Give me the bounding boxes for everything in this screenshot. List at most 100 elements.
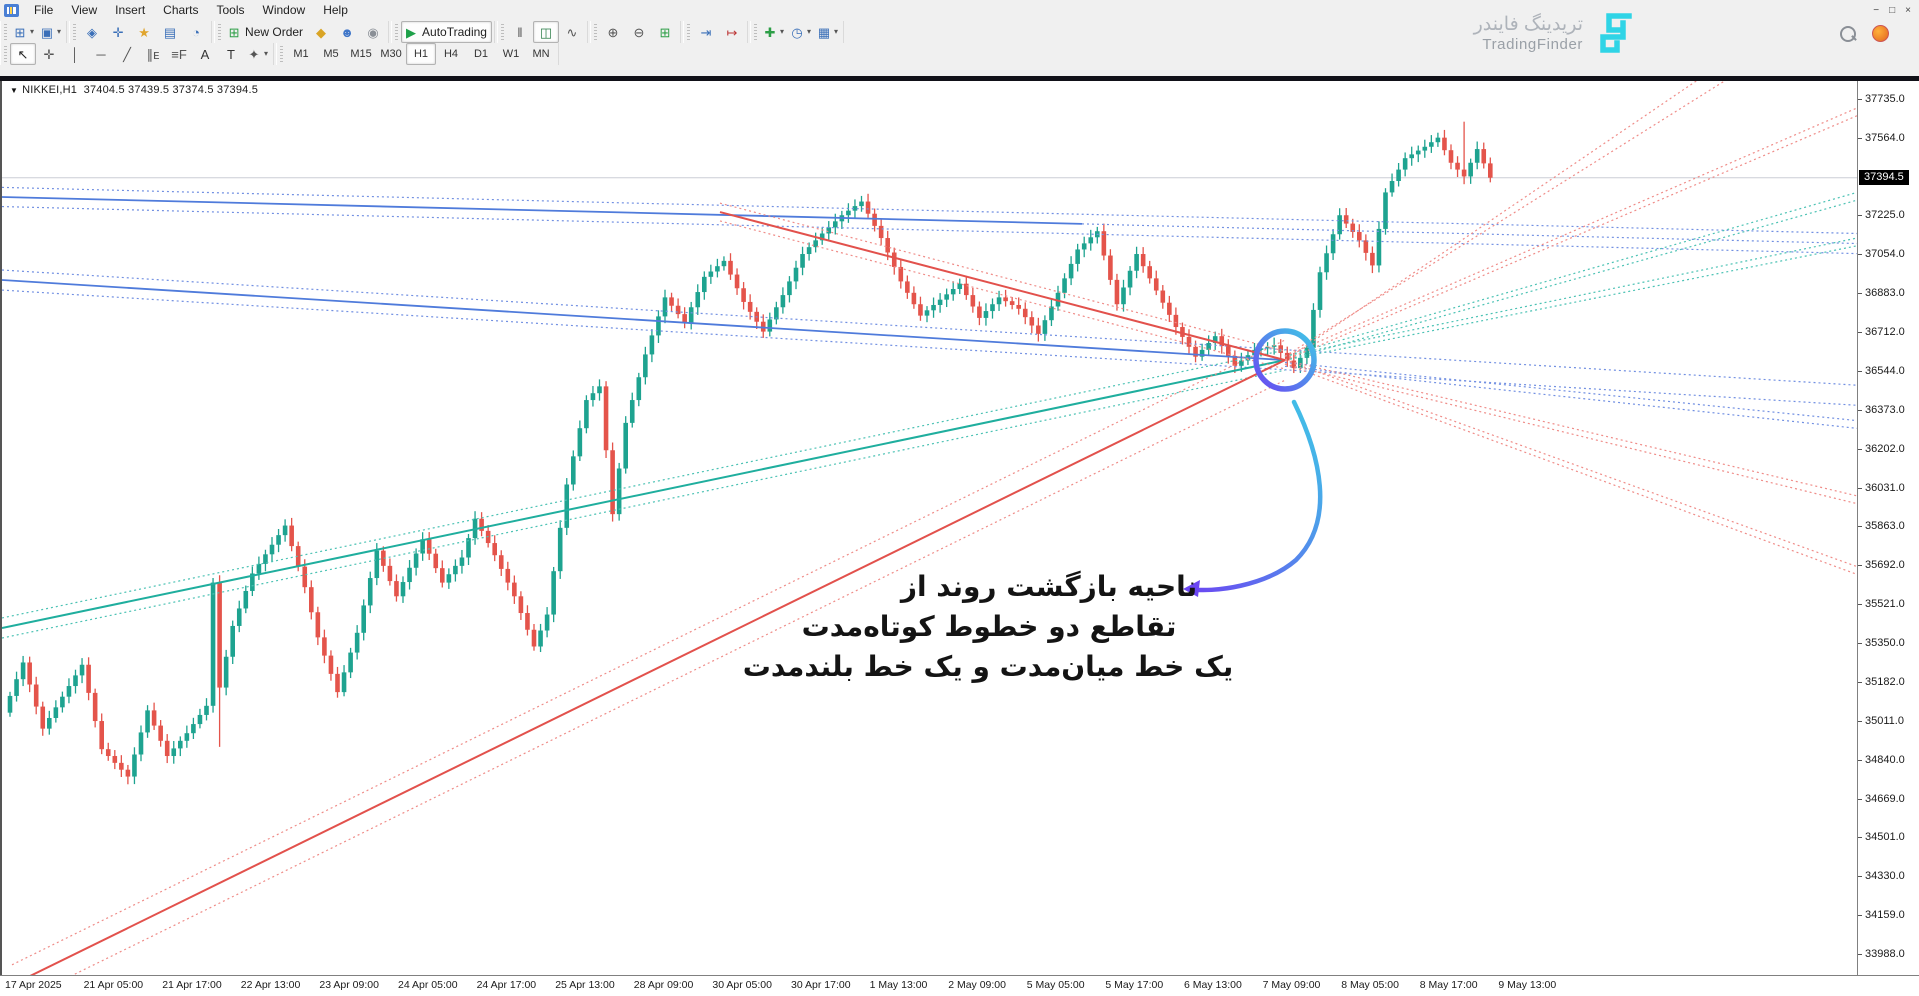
price-tick: 34330.0: [1858, 869, 1905, 882]
timeframe-h1[interactable]: H1: [406, 43, 437, 65]
shapes-tool-icon[interactable]: ✦ ▾: [244, 43, 271, 65]
search-icon[interactable]: [1840, 25, 1856, 42]
time-tick: 28 Apr 09:00: [633, 979, 694, 991]
time-tick: 8 May 17:00: [1419, 979, 1478, 991]
candlestick-chart-icon: ◫: [539, 24, 553, 40]
new-chart-icon-dropdown-icon[interactable]: ▾: [30, 27, 35, 36]
menu-file[interactable]: File: [34, 3, 54, 17]
menu-charts[interactable]: Charts: [163, 3, 199, 17]
market-watch-icon[interactable]: ◈: [79, 21, 105, 43]
timeframe-m1[interactable]: M1: [293, 47, 309, 60]
zoom-out-icon[interactable]: ⊖: [626, 21, 652, 43]
time-tick: 5 May 05:00: [1026, 979, 1085, 991]
community-avatar-icon[interactable]: [1872, 25, 1889, 42]
periods-icon-dropdown-icon[interactable]: ▾: [807, 27, 812, 36]
templates-icon[interactable]: ▦ ▾: [814, 21, 841, 43]
zoom-in-icon[interactable]: ⊕: [600, 21, 626, 43]
periods-icon[interactable]: ◷ ▾: [787, 21, 814, 43]
toolbar-group: ◈ ✛ ★ ▤ ◔: [69, 21, 213, 43]
timeframe-m5[interactable]: M5: [323, 47, 339, 60]
templates-icon-dropdown-icon[interactable]: ▾: [834, 27, 839, 36]
navigator-icon[interactable]: ★: [131, 21, 157, 43]
cursor-tool-icon[interactable]: ↖: [10, 43, 36, 65]
price-tick: 37735.0: [1858, 93, 1905, 105]
text-tool-icon: A: [200, 46, 210, 62]
vertical-line-tool-icon[interactable]: │: [62, 43, 88, 65]
chart-area[interactable]: ▼ NIKKEI,H1 37404.5 37439.5 37374.5 37394…: [0, 81, 1919, 975]
line-chart-icon[interactable]: ∿: [559, 21, 585, 43]
timeframe-m15[interactable]: M15: [350, 47, 372, 60]
toolbar-standard: ⊞ ▾ ▣ ▾ ◈ ✛ ★ ▤ ◔ ⊞ New Order ◆ ☻ ◉ ▶ AutoTrading ‖ ◫ ∿ ⊕ ⊖ ⊞…: [0, 21, 1919, 43]
price-tick: 36712.0: [1858, 326, 1905, 339]
tile-windows-icon: ⊞: [659, 24, 671, 40]
community-icon[interactable]: ☻: [334, 21, 360, 43]
new-order-button[interactable]: ⊞ New Order: [224, 21, 308, 43]
crosshair-tool-icon[interactable]: ✛: [36, 43, 62, 65]
bar-chart-icon[interactable]: ‖: [507, 21, 533, 43]
menu-help[interactable]: Help: [323, 3, 348, 17]
annotation-line-2: تقاطع دو خطوط کوتاه‌مدت: [801, 610, 1177, 643]
shapes-tool-icon: ✦: [248, 46, 260, 62]
channel-tool-icon: ∥ᴇ: [146, 46, 160, 62]
toolbar-group: ⊞ New Order ◆ ☻ ◉: [214, 21, 390, 43]
annotation-line-3: یک خط میان‌مدت و یک خط بلندمدت: [742, 650, 1234, 683]
price-axis[interactable]: 37735.0 37564.0 37225.0 37054.0 36883.0 36712…: [1857, 81, 1919, 975]
channel-tool-icon[interactable]: ∥ᴇ: [140, 43, 166, 65]
market-watch-icon: ◈: [87, 24, 98, 40]
timeframe-h4[interactable]: H4: [443, 47, 459, 60]
profiles-icon-dropdown-icon[interactable]: ▾: [57, 27, 62, 36]
chart-shift-icon[interactable]: ↦: [719, 21, 745, 43]
horizontal-line-tool-icon[interactable]: ─: [88, 43, 114, 65]
indicators-icon-dropdown-icon[interactable]: ▾: [779, 27, 784, 36]
fibonacci-tool-icon[interactable]: ≡F: [166, 43, 192, 65]
tile-windows-icon[interactable]: ⊞: [652, 21, 678, 43]
new-chart-icon[interactable]: ⊞ ▾: [10, 21, 37, 43]
toolbar-area: ⊞ ▾ ▣ ▾ ◈ ✛ ★ ▤ ◔ ⊞ New Order ◆ ☻ ◉ ▶ AutoTrading ‖ ◫ ∿ ⊕ ⊖ ⊞…: [0, 20, 1919, 77]
label-tool-icon[interactable]: T: [218, 43, 244, 65]
drawing-tools-group: ↖ ✛ │ ─ ╱ ∥ᴇ ≡F A T ✦ ▾: [0, 43, 275, 65]
menu-tools[interactable]: Tools: [216, 3, 245, 17]
horizontal-line-tool-icon: ─: [96, 46, 106, 62]
shapes-tool-icon-dropdown-icon[interactable]: ▾: [264, 49, 269, 58]
minimize-button[interactable]: −: [1873, 4, 1880, 16]
trendline-tool-icon[interactable]: ╱: [114, 43, 140, 65]
timeframe-m30[interactable]: M30: [380, 47, 402, 60]
time-tick: 21 Apr 05:00: [83, 979, 144, 991]
fibonacci-tool-icon: ≡F: [171, 46, 187, 62]
app-icon[interactable]: [4, 3, 19, 17]
price-tick: 35692.0: [1858, 559, 1905, 572]
menu-insert[interactable]: Insert: [115, 3, 146, 17]
toolbar-group: ⊞ ▾ ▣ ▾: [0, 21, 68, 43]
restore-button[interactable]: □: [1889, 4, 1896, 16]
menu-bar: File View Insert Charts Tools Window Help − □ ×: [0, 0, 1919, 20]
market-icon[interactable]: ◉: [360, 21, 386, 43]
timeframe-mn[interactable]: MN: [532, 47, 550, 60]
time-tick: 30 Apr 05:00: [712, 979, 772, 991]
close-button[interactable]: ×: [1905, 4, 1911, 16]
text-tool-icon[interactable]: A: [192, 43, 218, 65]
auto-scroll-icon[interactable]: ⇥: [693, 21, 719, 43]
trendline-tool-icon: ╱: [123, 46, 131, 62]
price-tick: 37225.0: [1858, 209, 1905, 222]
collapse-triangle-icon[interactable]: ▼: [10, 86, 19, 95]
menu-window[interactable]: Window: [262, 3, 306, 17]
periods-icon: ◷: [791, 24, 803, 40]
chart-shift-icon: ↦: [726, 24, 738, 40]
menu-view[interactable]: View: [71, 3, 98, 17]
terminal-icon[interactable]: ▤: [157, 21, 183, 43]
candlestick-plot: [2, 81, 1857, 975]
market-icon: ◉: [367, 24, 379, 40]
timeframe-w1[interactable]: W1: [502, 47, 520, 60]
indicators-icon[interactable]: ✚ ▾: [760, 21, 787, 43]
profiles-icon[interactable]: ▣ ▾: [37, 21, 64, 43]
strategy-tester-icon[interactable]: ◔: [183, 21, 209, 43]
price-tick: 34669.0: [1858, 792, 1905, 805]
data-window-icon[interactable]: ✛: [105, 21, 131, 43]
timeframe-d1[interactable]: D1: [473, 47, 489, 60]
candlestick-chart-icon[interactable]: ◫: [532, 21, 559, 43]
time-tick: 5 May 17:00: [1105, 979, 1164, 991]
expert-advisors-icon[interactable]: ◆: [308, 21, 334, 43]
autotrading-button[interactable]: ▶ AutoTrading: [401, 21, 492, 43]
price-tick: 36544.0: [1858, 364, 1905, 377]
time-axis[interactable]: 17 Apr 2025 21 Apr 05:00 21 Apr 17:00 22 Ap…: [0, 975, 1919, 996]
